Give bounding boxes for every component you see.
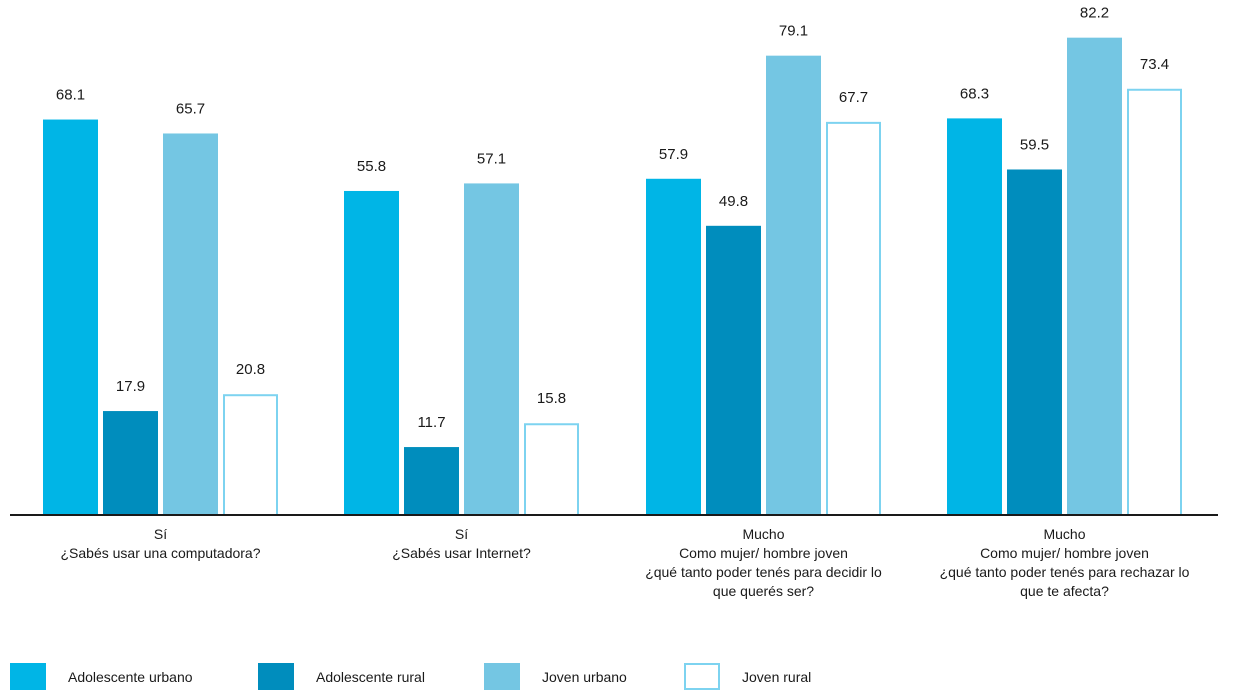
category-label-line: Sí bbox=[154, 526, 167, 542]
category-label-line: Como mujer/ hombre joven bbox=[679, 545, 848, 561]
bar-adolescente-urbano-2 bbox=[344, 190, 399, 515]
data-label: 67.7 bbox=[839, 89, 868, 106]
bar-joven-rural-2 bbox=[524, 423, 579, 516]
data-label: 17.9 bbox=[116, 378, 145, 395]
bar-adolescente-urbano-3 bbox=[646, 178, 701, 515]
legend-swatch bbox=[684, 663, 720, 690]
category-label-4: Mucho Como mujer/ hombre joven ¿qué tanto … bbox=[940, 526, 1190, 599]
category-label-line: Mucho bbox=[742, 526, 784, 542]
category-label-1: Sí ¿Sabés usar una computadora? bbox=[60, 526, 260, 561]
legend-item-adolescente-rural: Adolescente rural bbox=[258, 663, 425, 690]
category-label-line: ¿qué tanto poder tenés para rechazar lo bbox=[940, 564, 1190, 580]
legend-label: Adolescente urbano bbox=[68, 669, 193, 685]
category-label-line: que te afecta? bbox=[1020, 583, 1109, 599]
bars-layer: 68.1 55.8 57.9 68.3 17.9 11.7 49.8 59.5 65.7 57.1… bbox=[43, 5, 1182, 517]
legend-label: Joven urbano bbox=[542, 669, 627, 685]
legend-item-joven-urbano: Joven urbano bbox=[484, 663, 627, 690]
category-label-line: ¿Sabés usar Internet? bbox=[392, 545, 531, 561]
bar-joven-urbano-1 bbox=[163, 133, 218, 515]
data-label: 65.7 bbox=[176, 100, 205, 117]
data-label: 20.8 bbox=[236, 361, 265, 378]
category-label-3: Mucho Como mujer/ hombre joven ¿qué tanto … bbox=[645, 526, 882, 599]
legend-label: Joven rural bbox=[742, 669, 811, 685]
bar-joven-rural-1 bbox=[223, 394, 278, 516]
data-label: 68.3 bbox=[960, 85, 989, 102]
data-label: 11.7 bbox=[417, 414, 445, 431]
legend-label: Adolescente rural bbox=[316, 669, 425, 685]
category-label-line: que querés ser? bbox=[713, 583, 814, 599]
data-label: 49.8 bbox=[719, 193, 748, 210]
legend-swatch bbox=[258, 663, 294, 690]
bar-joven-rural-3 bbox=[826, 121, 881, 517]
data-label: 57.1 bbox=[477, 150, 506, 167]
data-label: 15.8 bbox=[537, 390, 566, 407]
category-label-line: ¿Sabés usar una computadora? bbox=[60, 545, 260, 561]
data-label: 79.1 bbox=[779, 23, 808, 40]
bar-adolescente-rural-2 bbox=[404, 447, 459, 515]
bar-adolescente-urbano-1 bbox=[43, 119, 98, 515]
bar-adolescente-urbano-4 bbox=[947, 118, 1002, 515]
category-label-line: Como mujer/ hombre joven bbox=[980, 545, 1149, 561]
category-labels: Sí ¿Sabés usar una computadora? Sí ¿Sabés u… bbox=[60, 526, 1189, 599]
legend-item-joven-rural: Joven rural bbox=[684, 663, 811, 690]
data-label: 73.4 bbox=[1140, 56, 1169, 73]
bar-joven-urbano-2 bbox=[464, 183, 519, 516]
category-label-line: Sí bbox=[455, 526, 468, 542]
legend-swatch bbox=[10, 663, 46, 690]
data-label: 82.2 bbox=[1080, 5, 1109, 22]
data-label: 68.1 bbox=[56, 87, 85, 104]
category-label-line: ¿qué tanto poder tenés para decidir lo bbox=[645, 564, 882, 580]
bar-adolescente-rural-4 bbox=[1007, 169, 1062, 515]
data-label: 57.9 bbox=[659, 146, 688, 163]
category-label-line: Mucho bbox=[1043, 526, 1085, 542]
legend-swatch bbox=[484, 663, 520, 690]
bar-joven-urbano-3 bbox=[766, 55, 821, 516]
legend: Adolescente urbano Adolescente rural Joven… bbox=[10, 663, 811, 690]
bar-adolescente-rural-1 bbox=[103, 411, 158, 515]
category-label-2: Sí ¿Sabés usar Internet? bbox=[392, 526, 531, 561]
legend-item-adolescente-urbano: Adolescente urbano bbox=[10, 663, 193, 690]
bar-joven-rural-4 bbox=[1127, 88, 1182, 516]
bar-adolescente-rural-3 bbox=[706, 225, 761, 515]
data-label: 59.5 bbox=[1020, 136, 1049, 153]
bar-joven-urbano-4 bbox=[1067, 37, 1122, 515]
data-label: 55.8 bbox=[357, 158, 386, 175]
